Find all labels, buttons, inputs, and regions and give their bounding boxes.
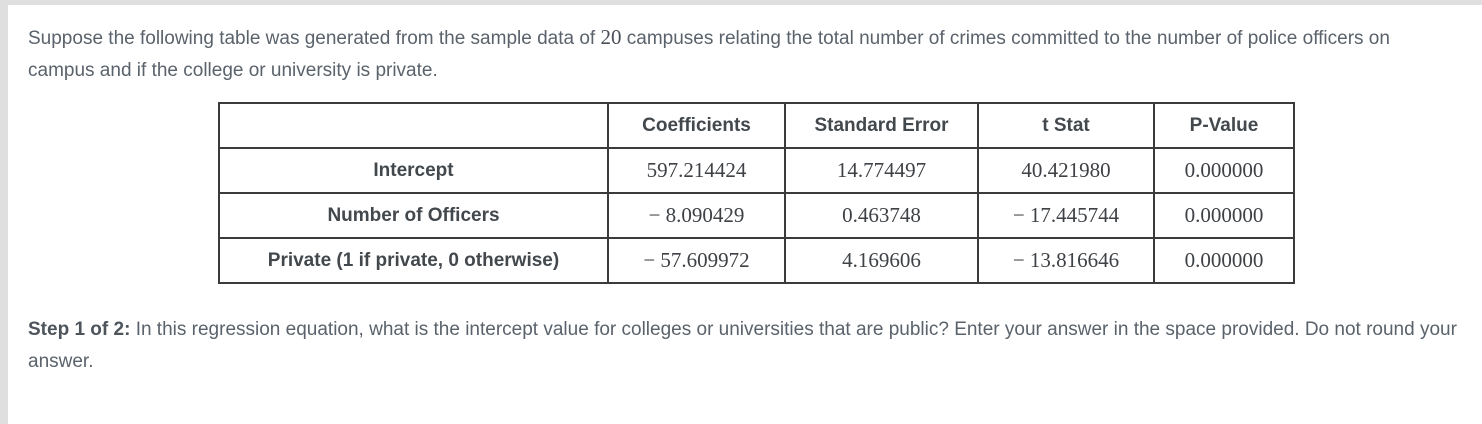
column-header-p-value: P-Value	[1153, 102, 1295, 149]
corner-cell	[218, 102, 609, 149]
row-label: Private (1 if private, 0 otherwise)	[218, 237, 609, 284]
table-row-private-dummy: Private (1 if private, 0 otherwise) − 57…	[218, 237, 1295, 284]
problem-text-before: Suppose the following table was generate…	[28, 28, 601, 49]
cell-standard-error: 14.774497	[784, 147, 979, 194]
column-header-coefficients: Coefficients	[607, 102, 786, 149]
problem-text-after: campuses relating the total number of cr…	[28, 28, 1390, 81]
table-row-intercept: Intercept 597.214424 14.774497 40.421980…	[218, 147, 1295, 194]
step-indicator: Step 1 of 2:	[28, 319, 131, 340]
column-header-standard-error: Standard Error	[784, 102, 979, 149]
row-label: Number of Officers	[218, 192, 609, 239]
row-label: Intercept	[218, 147, 609, 194]
cell-p-value: 0.000000	[1153, 192, 1295, 239]
table-row-number-of-officers: Number of Officers − 8.090429 0.463748 −…	[218, 192, 1295, 239]
regression-output-table: Coefficients Standard Error t Stat P-Val…	[218, 102, 1295, 284]
step-question-text: In this regression equation, what is the…	[28, 319, 1457, 372]
cell-standard-error: 0.463748	[784, 192, 979, 239]
cell-coefficient: 597.214424	[607, 147, 786, 194]
problem-statement: Suppose the following table was generate…	[28, 21, 1458, 87]
cell-coefficient: − 57.609972	[607, 237, 786, 284]
cell-t-stat: − 17.445744	[977, 192, 1155, 239]
cell-p-value: 0.000000	[1153, 237, 1295, 284]
cell-t-stat: − 13.816646	[977, 237, 1155, 284]
table-header-row: Coefficients Standard Error t Stat P-Val…	[218, 102, 1295, 149]
cell-standard-error: 4.169606	[784, 237, 979, 284]
column-header-t-stat: t Stat	[977, 102, 1155, 149]
step-prompt: Step 1 of 2: In this regression equation…	[28, 314, 1458, 378]
cell-t-stat: 40.421980	[977, 147, 1155, 194]
cell-p-value: 0.000000	[1153, 147, 1295, 194]
cell-coefficient: − 8.090429	[607, 192, 786, 239]
sample-size-value: 20	[600, 25, 622, 49]
